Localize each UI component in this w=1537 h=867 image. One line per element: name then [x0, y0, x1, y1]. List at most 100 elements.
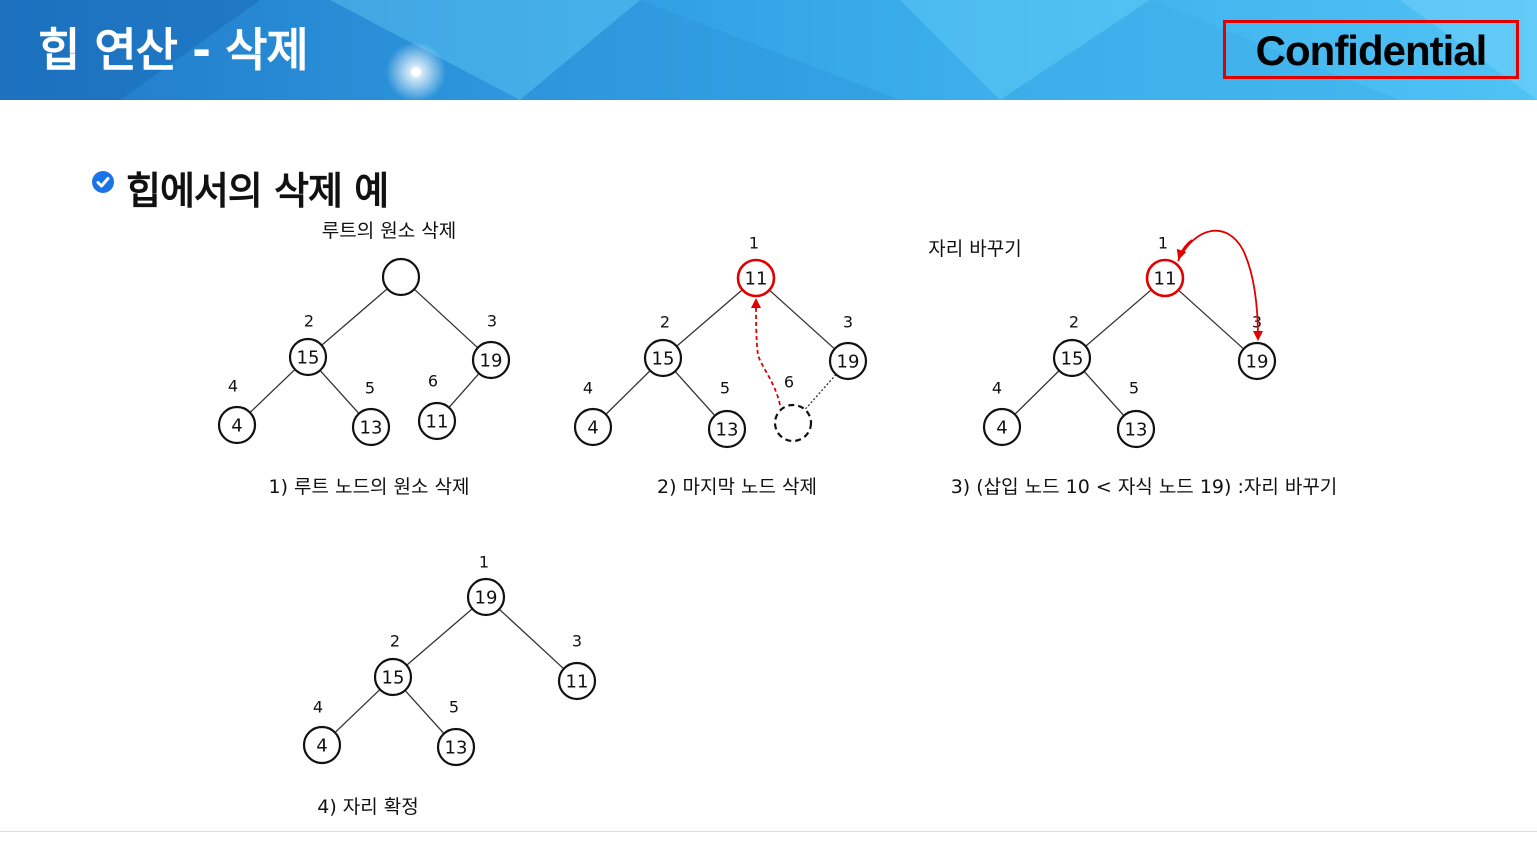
node-index-label: 1 — [1158, 234, 1168, 253]
tree-edge — [321, 288, 388, 346]
heap-node — [643, 338, 683, 378]
tree-edge — [249, 368, 296, 414]
node-value: 19 — [475, 588, 498, 609]
confidential-label: Confidential — [1255, 27, 1488, 74]
node-index-label: 4 — [583, 379, 593, 398]
node-index-label: 1 — [479, 553, 489, 572]
node-value: 4 — [587, 418, 598, 439]
heap-node — [217, 405, 257, 445]
heap-node — [557, 661, 597, 701]
diagram-top-label: 자리 바꾸기 — [928, 238, 1021, 260]
footer-divider — [0, 831, 1537, 832]
diagram-caption: 1) 루트 노드의 원소 삭제 — [269, 476, 470, 498]
check-circle-icon — [92, 171, 114, 193]
node-index-label: 3 — [843, 313, 853, 332]
tree-edge — [1085, 289, 1152, 347]
heap-node — [982, 407, 1022, 447]
node-value: 15 — [297, 348, 320, 369]
node-index-label: 1 — [749, 234, 759, 253]
heap-tree-1: 15 2 19 3 4 4 13 5 11 6 루트의 원소 삭제 1) 루트 노드의 원소 삭제 — [217, 220, 511, 498]
header-banner: 힙 연산 - 삭제 Confidential — [0, 0, 1537, 100]
heap-node — [736, 258, 776, 298]
heap-node — [351, 407, 391, 447]
heap-node — [1116, 409, 1156, 449]
tree-edge — [404, 689, 445, 735]
node-value: 13 — [1125, 420, 1148, 441]
heap-node — [707, 409, 747, 449]
tree-edge — [1177, 289, 1245, 350]
heap-node — [1052, 338, 1092, 378]
node-value: 15 — [382, 668, 405, 689]
tree-edge — [334, 688, 381, 734]
page-title: 힙 연산 - 삭제 — [38, 23, 309, 77]
diagram-caption: 4) 자리 확정 — [317, 796, 419, 818]
node-value: 11 — [566, 672, 589, 693]
tree-edge — [448, 373, 480, 408]
node-value: 4 — [996, 418, 1007, 439]
heap-node — [288, 337, 328, 377]
node-index-label: 6 — [428, 372, 438, 391]
node-value: 19 — [837, 352, 860, 373]
node-value: 4 — [316, 736, 327, 757]
heap-node — [828, 341, 868, 381]
node-value: 11 — [745, 269, 768, 290]
heap-node — [436, 727, 476, 767]
tree-edge — [1014, 370, 1060, 415]
heap-node — [417, 401, 457, 441]
diagram-caption: 2) 마지막 노드 삭제 — [657, 476, 817, 498]
heap-node — [381, 257, 421, 297]
tree-edge — [406, 608, 473, 666]
heap-node — [373, 657, 413, 697]
node-value: 19 — [1246, 352, 1269, 373]
node-index-label: 5 — [365, 379, 375, 398]
node-value: 4 — [231, 416, 242, 437]
node-index-label: 2 — [304, 312, 314, 331]
node-index-label: 4 — [313, 698, 323, 717]
tree-edge — [413, 288, 479, 349]
node-index-label: 4 — [992, 379, 1002, 398]
heap-node — [573, 407, 613, 447]
node-value: 13 — [360, 418, 383, 439]
node-value: 13 — [445, 738, 468, 759]
node-index-label: 5 — [449, 698, 459, 717]
node-index-label: 2 — [660, 313, 670, 332]
tree-edge — [676, 289, 743, 347]
tree-edge — [768, 289, 836, 350]
heap-node — [1237, 341, 1277, 381]
heap-node — [773, 403, 813, 443]
tree-edge — [804, 374, 837, 410]
move-arrow — [751, 298, 781, 406]
header-background — [0, 0, 1537, 100]
heap-tree-4: 19 1 15 2 11 3 4 4 13 5 4) 자리 확정 — [302, 553, 597, 818]
node-index-label: 4 — [228, 377, 238, 396]
swap-arrow — [1177, 229, 1263, 341]
node-index-label: 3 — [487, 312, 497, 331]
heap-node — [471, 340, 511, 380]
node-value: 11 — [1154, 269, 1177, 290]
tree-edge — [319, 369, 360, 415]
node-value: 11 — [426, 412, 449, 433]
node-index-label: 2 — [1069, 313, 1079, 332]
tree-edge — [674, 370, 716, 417]
swap-arrow — [1176, 239, 1193, 260]
confidential-badge: Confidential — [1223, 20, 1519, 79]
node-value: 15 — [1061, 349, 1084, 370]
node-value: 19 — [480, 351, 503, 372]
node-index-label: 2 — [390, 632, 400, 651]
diagram-caption: 3) (삽입 노드 10 < 자식 노드 19) :자리 바꾸기 — [951, 476, 1338, 498]
heap-node — [466, 577, 506, 617]
node-value: 15 — [652, 349, 675, 370]
heap-node — [1145, 258, 1185, 298]
node-value: 13 — [716, 420, 739, 441]
section-title: 힙에서의 삭제 예 — [126, 169, 389, 213]
node-index-label: 6 — [784, 373, 794, 392]
node-index-label: 5 — [720, 379, 730, 398]
node-index-label: 5 — [1129, 379, 1139, 398]
tree-edge — [498, 608, 565, 670]
node-index-label: 3 — [572, 632, 582, 651]
diagram-top-label: 루트의 원소 삭제 — [322, 220, 456, 242]
tree-edge — [1083, 370, 1125, 417]
